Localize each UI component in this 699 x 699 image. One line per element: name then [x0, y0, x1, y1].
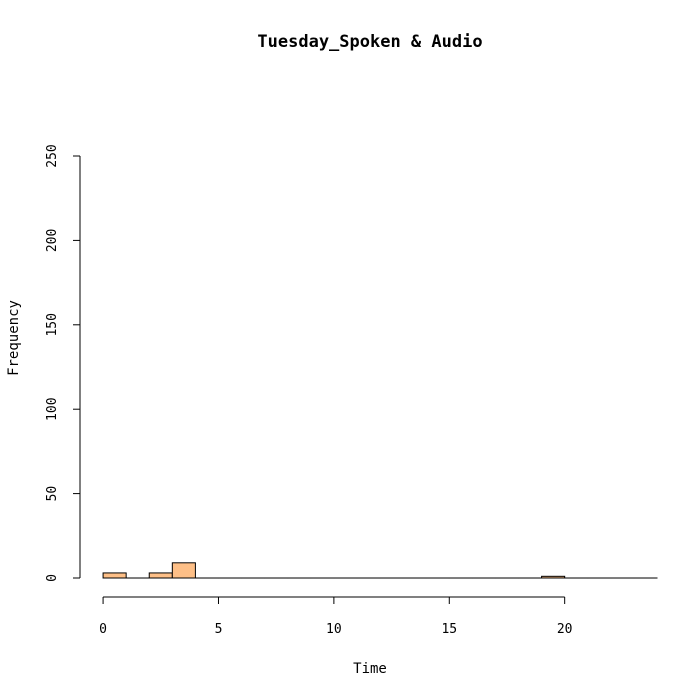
x-tick-label: 10	[326, 622, 342, 637]
y-tick-label: 50	[45, 486, 60, 502]
y-axis-label: Frequency	[6, 300, 22, 376]
bars-group	[102, 562, 658, 579]
y-tick-label: 200	[45, 229, 60, 252]
histogram-bar	[102, 572, 127, 579]
x-tick-label: 15	[441, 622, 457, 637]
y-tick-label: 100	[45, 397, 60, 420]
x-tick-label: 0	[99, 622, 107, 637]
y-tick-label: 250	[45, 144, 60, 167]
histogram-bar	[171, 562, 196, 579]
x-axis: 0 5 10 15 20	[99, 596, 573, 637]
x-tick-label: 5	[215, 622, 223, 637]
x-axis-label: Time	[353, 661, 387, 677]
x-tick-label: 20	[557, 622, 573, 637]
y-tick-label: 0	[45, 574, 60, 582]
y-tick-label: 150	[45, 313, 60, 336]
histogram-bar	[541, 575, 566, 579]
chart-title: Tuesday_Spoken & Audio	[257, 32, 482, 52]
histogram-bar	[148, 572, 173, 579]
y-axis: 0 50 100 150 200 250	[45, 144, 81, 582]
